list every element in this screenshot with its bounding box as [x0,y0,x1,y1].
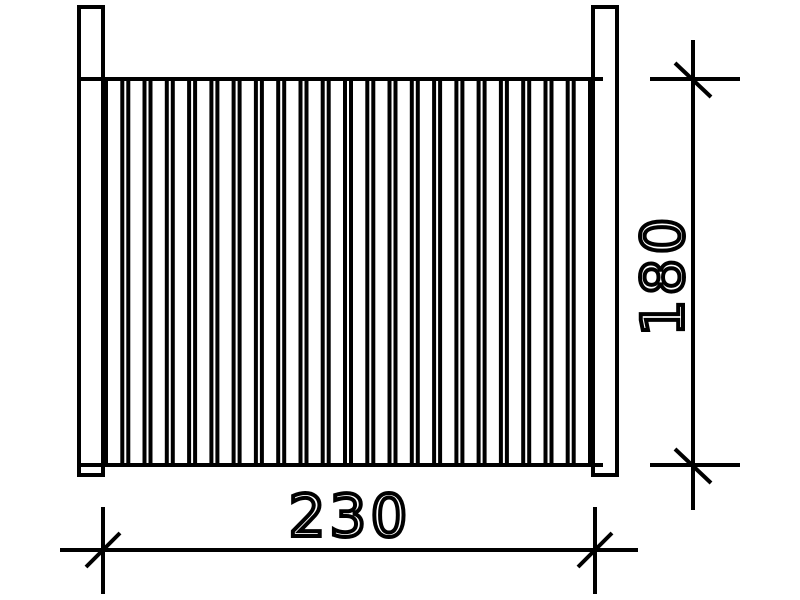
width-label: 230 [289,482,412,550]
width-dimension: 230 [60,480,638,594]
height-tick-bottom [673,447,713,485]
height-dimension: 180 [627,40,740,510]
width-tick-left [84,531,122,569]
left-post [77,5,105,477]
width-tick-right [576,531,614,569]
right-post [591,5,619,477]
height-tick-top [673,61,713,99]
height-label: 180 [629,214,697,337]
fence-slats [104,79,592,465]
fence-panel [79,77,603,467]
